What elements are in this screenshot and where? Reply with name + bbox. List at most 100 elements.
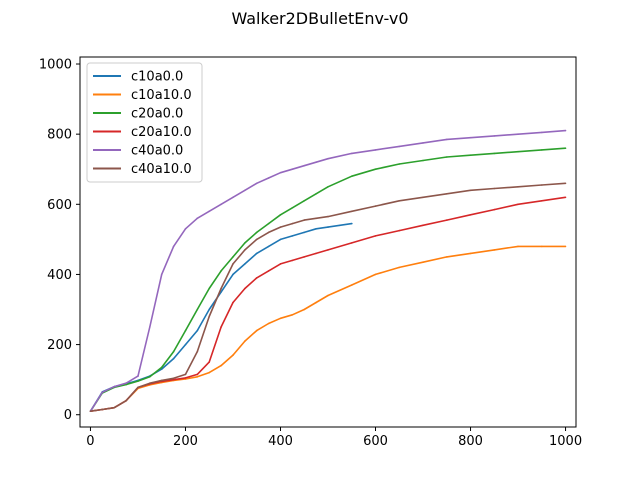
- data-point-c20a10.0: [267, 270, 270, 272]
- data-point-c40a0.0: [303, 164, 306, 167]
- data-point-c40a0.0: [564, 129, 567, 132]
- data-point-c20a10.0: [564, 196, 567, 199]
- data-point-c20a10.0: [291, 259, 294, 262]
- data-point-c10a0.0: [327, 226, 329, 228]
- data-point-c20a10.0: [327, 249, 329, 251]
- data-point-c40a10.0: [220, 287, 222, 290]
- data-point-c20a10.0: [303, 256, 306, 258]
- data-point-c40a10.0: [351, 210, 353, 213]
- data-point-c10a0.0: [255, 252, 258, 255]
- x-tick-label: 400: [268, 434, 293, 449]
- x-tick-label: 600: [363, 434, 388, 449]
- data-point-c40a10.0: [125, 399, 127, 402]
- data-point-c40a10.0: [327, 215, 329, 218]
- data-point-c40a0.0: [446, 138, 448, 141]
- data-point-c20a0.0: [517, 150, 519, 153]
- data-point-c20a0.0: [422, 159, 424, 162]
- data-point-c40a10.0: [113, 406, 115, 409]
- y-tick-label: 1000: [39, 58, 72, 73]
- data-point-c40a10.0: [137, 386, 139, 389]
- data-point-c20a0.0: [493, 152, 496, 155]
- legend-label: c10a10.0: [131, 88, 192, 103]
- data-point-c40a10.0: [422, 196, 424, 199]
- plot-area: [89, 129, 567, 413]
- y-tick-label: 600: [47, 198, 72, 213]
- data-point-c40a0.0: [160, 273, 163, 276]
- data-point-c10a10.0: [517, 245, 519, 248]
- data-point-c20a0.0: [446, 156, 448, 158]
- data-point-c10a0.0: [220, 291, 222, 293]
- data-point-c40a10.0: [469, 189, 472, 192]
- data-point-c40a0.0: [279, 171, 282, 174]
- data-point-c40a10.0: [493, 187, 496, 190]
- data-point-c10a10.0: [315, 301, 317, 304]
- data-point-c10a0.0: [303, 231, 306, 234]
- data-point-c20a0.0: [303, 200, 306, 202]
- data-point-c20a0.0: [398, 163, 401, 165]
- data-point-c20a10.0: [255, 277, 258, 279]
- data-point-c40a10.0: [267, 231, 270, 234]
- data-point-c10a0.0: [244, 263, 246, 265]
- data-point-c40a0.0: [291, 168, 294, 170]
- legend-label: c20a0.0: [131, 107, 183, 122]
- x-tick-label: 200: [173, 434, 198, 449]
- data-point-c10a0.0: [279, 238, 282, 241]
- data-point-c20a10.0: [232, 301, 234, 304]
- data-point-c20a0.0: [232, 256, 234, 258]
- data-point-c40a0.0: [149, 326, 151, 328]
- data-point-c20a10.0: [398, 229, 401, 232]
- data-point-c10a0.0: [315, 228, 317, 230]
- data-point-c40a10.0: [541, 184, 543, 186]
- data-point-c40a10.0: [89, 410, 92, 413]
- data-point-c40a0.0: [255, 182, 258, 185]
- data-point-c40a0.0: [172, 245, 175, 248]
- data-point-c10a0.0: [267, 245, 270, 248]
- data-point-c10a10.0: [446, 256, 448, 258]
- data-point-c10a10.0: [291, 314, 294, 316]
- y-tick-label: 200: [47, 338, 72, 353]
- data-point-c20a0.0: [220, 270, 222, 272]
- data-point-c10a10.0: [493, 249, 496, 251]
- data-point-c40a0.0: [220, 203, 222, 206]
- data-point-c10a10.0: [196, 376, 199, 378]
- data-point-c10a0.0: [172, 357, 175, 360]
- x-axis: 0 200 400 600 800 1000: [86, 427, 582, 449]
- data-point-c20a10.0: [541, 200, 543, 202]
- data-point-c20a10.0: [493, 208, 496, 211]
- data-point-c10a10.0: [303, 308, 306, 311]
- data-point-c40a0.0: [541, 131, 543, 134]
- data-point-c40a0.0: [422, 142, 424, 144]
- data-point-c20a0.0: [291, 207, 294, 209]
- y-tick-label: 800: [47, 128, 72, 143]
- data-point-c10a0.0: [184, 343, 187, 346]
- data-point-c40a0.0: [113, 385, 115, 388]
- data-point-c20a0.0: [160, 366, 163, 369]
- legend-label: c20a10.0: [131, 125, 192, 140]
- data-point-c10a10.0: [279, 317, 282, 320]
- data-point-c20a0.0: [279, 214, 282, 216]
- x-tick-label: 1000: [549, 434, 582, 449]
- data-point-c40a10.0: [184, 373, 187, 376]
- data-point-c40a10.0: [315, 217, 317, 220]
- data-point-c20a10.0: [446, 219, 448, 221]
- data-point-c40a0.0: [517, 133, 519, 135]
- data-point-c40a10.0: [255, 238, 258, 241]
- data-point-c20a10.0: [422, 224, 424, 227]
- data-point-c20a10.0: [244, 287, 246, 290]
- data-point-c40a10.0: [279, 226, 282, 228]
- data-point-c20a0.0: [267, 222, 270, 225]
- data-point-c20a0.0: [244, 242, 246, 244]
- data-point-c40a0.0: [137, 375, 139, 377]
- data-point-c40a0.0: [374, 149, 377, 151]
- chart-title: Walker2DBulletEnv-v0: [231, 9, 408, 28]
- data-point-c40a0.0: [125, 382, 127, 385]
- data-point-c10a10.0: [267, 322, 270, 325]
- data-point-c10a10.0: [564, 245, 567, 248]
- data-point-c20a10.0: [220, 326, 222, 328]
- data-point-c20a0.0: [137, 380, 139, 382]
- legend-label: c40a0.0: [131, 144, 183, 159]
- data-point-c20a10.0: [172, 378, 175, 381]
- data-point-c20a10.0: [469, 214, 472, 216]
- x-tick-label: 800: [458, 434, 483, 449]
